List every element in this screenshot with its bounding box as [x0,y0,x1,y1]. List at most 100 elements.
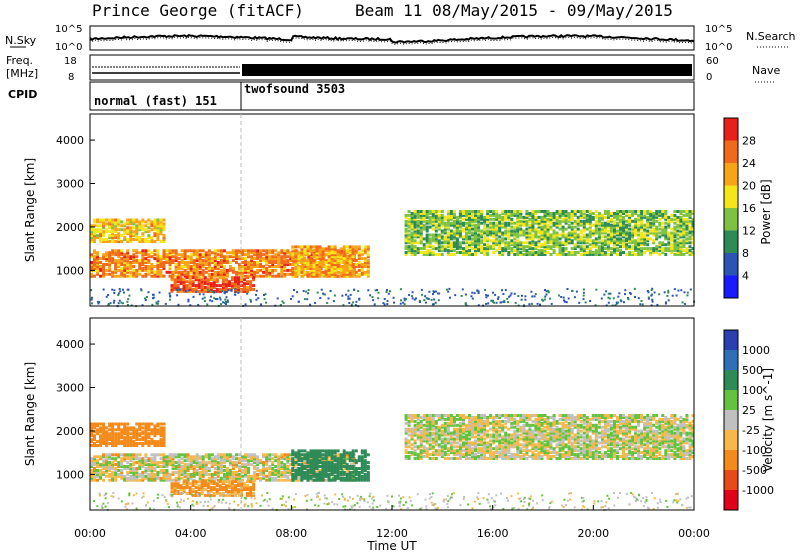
power-cell [177,272,181,276]
power-cell [683,291,686,294]
power-cell [213,265,217,268]
power-cell [312,266,316,270]
velocity-cell [147,467,151,470]
power-cell [658,293,661,296]
velocity-cell [262,472,266,476]
power-cell [189,266,193,270]
power-cell [222,272,226,276]
power-cell [516,225,520,229]
velocity-cell [274,472,278,476]
power-cell [631,247,635,251]
power-cell [228,265,232,268]
velocity-cell [168,461,172,465]
velocity-cell [198,461,202,465]
velocity-cell [141,461,145,465]
power-cell [150,268,154,272]
power-cell [132,226,136,230]
power-cell [225,261,229,264]
velocity-cell [153,469,157,472]
power-cell [294,261,298,264]
velocity-cell [174,453,178,457]
velocity-cell [188,490,192,493]
velocity-cell [90,461,93,465]
velocity-cell [171,459,175,463]
velocity-cell [141,465,145,468]
velocity-cell [173,482,177,486]
power-cell [192,266,196,270]
power-cell [474,245,477,249]
velocity-cell [228,476,232,480]
power-cell [619,241,622,245]
power-cell [144,297,147,300]
power-cell [628,247,632,251]
power-cell [289,255,293,259]
power-cell [452,237,456,241]
power-cell [474,212,477,215]
velocity-cell [198,470,202,474]
power-cell [354,270,358,274]
velocity-cell [126,461,130,465]
velocity-cell [93,422,96,426]
power-cell [428,290,431,293]
power-cell [407,233,411,237]
power-cell [234,291,237,293]
power-cell [664,221,668,225]
power-cell [558,243,562,247]
power-cell [171,261,175,264]
power-cell [446,217,450,221]
power-cell [294,263,298,266]
power-cell [685,213,689,217]
power-cell [201,272,205,276]
power-cell [96,300,99,303]
velocity-cell [240,482,243,486]
power-cell [318,272,322,276]
power-cell [176,280,180,284]
power-cell [655,235,659,239]
power-cell [91,302,93,305]
power-cell [477,292,480,294]
power-cell [126,261,130,264]
power-cell [135,268,139,272]
power-cell [162,226,166,230]
velocity-cell [307,467,311,470]
power-cell [265,301,268,304]
power-cell [93,218,96,222]
velocity-cell [126,438,130,442]
power-cell [624,289,627,292]
power-cell [114,222,118,226]
power-cell [225,303,227,305]
velocity-cell [186,465,190,468]
power-cell [225,270,229,274]
velocity-cell [219,476,223,480]
power-cell [531,221,535,225]
power-cell [519,221,523,225]
power-cell [404,251,408,254]
power-cell [102,266,106,270]
power-cell [637,219,641,223]
power-cell [265,255,269,259]
power-cell [543,237,547,241]
velocity-cell [256,472,260,476]
power-cell [619,251,622,254]
power-cell [616,225,619,229]
power-cell [162,240,166,243]
power-cell [132,268,136,272]
power-cell [223,292,226,295]
velocity-cell [126,455,130,459]
power-cell [419,251,423,254]
velocity-cell [123,438,127,442]
power-cell [410,213,414,217]
power-cell [686,294,689,297]
power-cell [183,274,187,278]
power-cell [640,237,644,241]
power-cell [410,219,414,223]
power-cell [108,272,112,276]
power-cell [321,253,325,257]
power-cell [691,251,695,254]
power-cell [637,213,641,217]
velocity-cell [237,490,240,493]
power-cell [410,215,414,219]
power-cell [300,266,304,270]
power-cell [640,243,644,247]
velocity-cell [162,453,166,457]
